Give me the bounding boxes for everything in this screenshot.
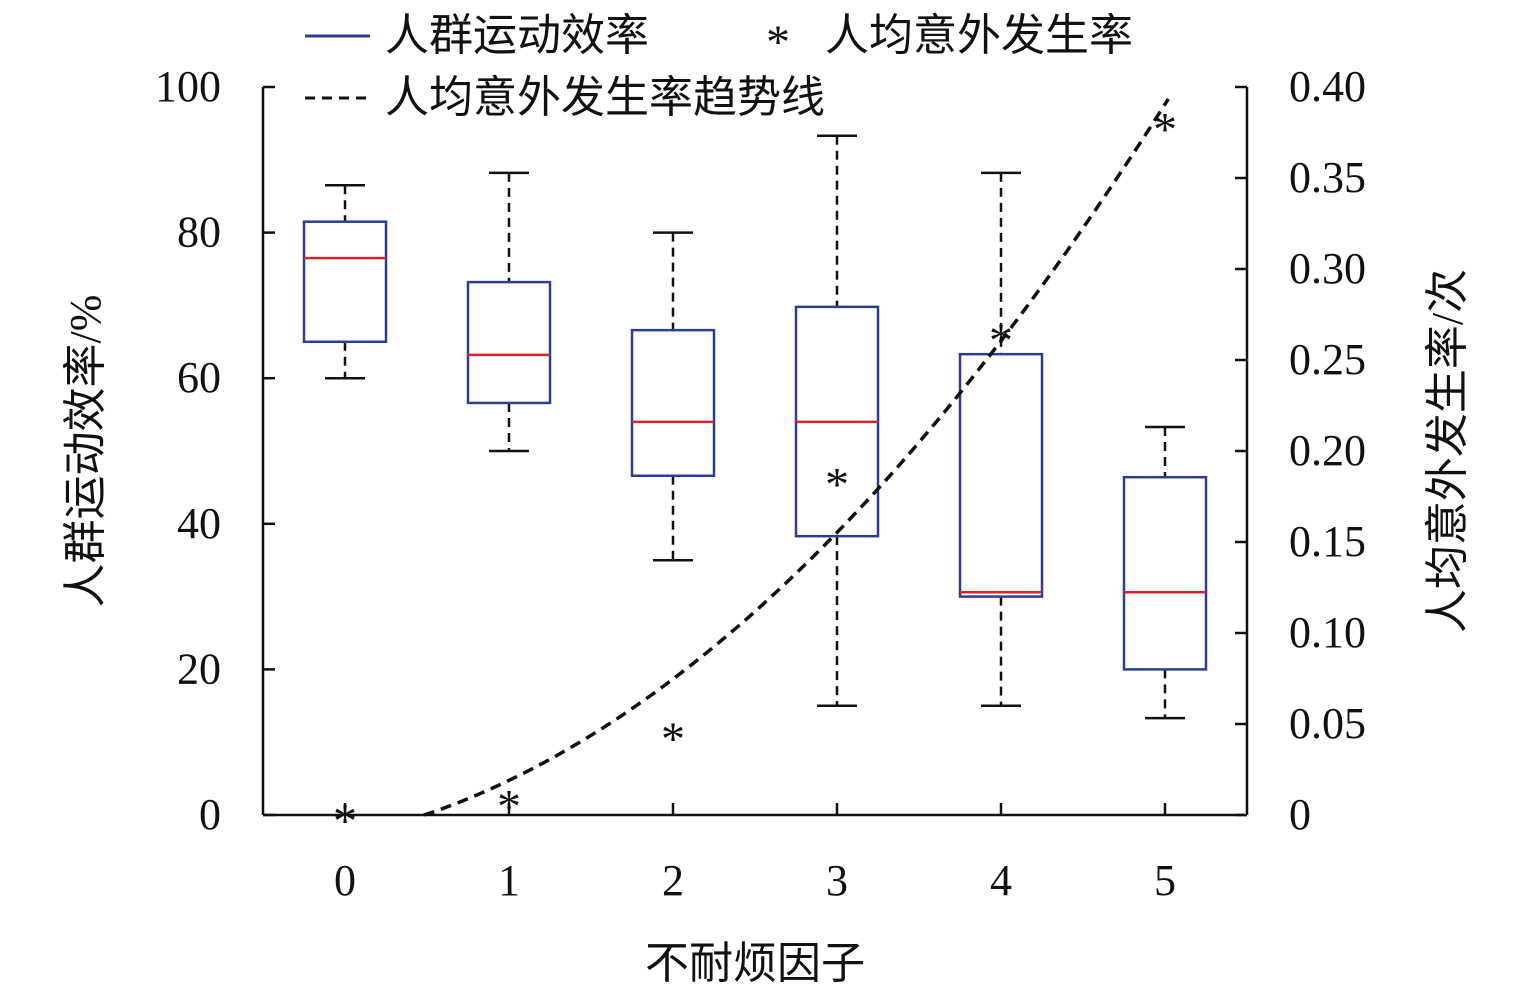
box xyxy=(958,352,1044,598)
y-right-tick-label: 0.25 xyxy=(1289,335,1366,384)
x-tick-label: 0 xyxy=(334,856,356,905)
accident-rate-point: * xyxy=(825,458,849,511)
box-group xyxy=(466,171,552,453)
y-right-tick-label: 0 xyxy=(1289,790,1311,839)
box-group xyxy=(302,184,388,380)
box xyxy=(1122,475,1208,671)
y-left-tick-label: 20 xyxy=(177,644,221,693)
y-right-tick-label: 0.15 xyxy=(1289,517,1366,566)
legend-label-trend: 人均意外发生率趋势线 xyxy=(385,73,825,122)
y-left-tick-label: 80 xyxy=(177,208,221,257)
accident-rate-point: * xyxy=(497,780,521,833)
legend-marker-accident: * xyxy=(766,16,790,69)
box xyxy=(466,280,552,405)
accident-rate-point: * xyxy=(661,713,685,766)
box-group xyxy=(1122,425,1208,720)
y-right-tick-label: 0.35 xyxy=(1289,153,1366,202)
y-left-tick-label: 0 xyxy=(199,790,221,839)
legend-label-efficiency: 人群运动效率 xyxy=(385,11,649,60)
x-tick-label: 1 xyxy=(498,856,520,905)
y-right-tick-label: 0.30 xyxy=(1289,244,1366,293)
y-left-tick-label: 60 xyxy=(177,353,221,402)
box-group xyxy=(958,171,1044,708)
x-tick-label: 2 xyxy=(662,856,684,905)
accident-rate-point: * xyxy=(1153,103,1177,156)
box xyxy=(302,220,388,344)
box-group xyxy=(630,231,716,562)
y-left-tick-label: 100 xyxy=(155,62,221,111)
y-left-tick-label: 40 xyxy=(177,499,221,548)
x-axis-label: 不耐烦因子 xyxy=(645,939,865,988)
y-axis-right-label: 人均意外发生率/次 xyxy=(1423,269,1472,633)
y-right-tick-label: 0.05 xyxy=(1289,699,1366,748)
legend: 人群运动效率 * 人均意外发生率 人均意外发生率趋势线 xyxy=(305,11,1133,122)
y-axis-left-label: 人群运动效率/% xyxy=(61,295,110,608)
trend-line xyxy=(423,97,1170,817)
accident-rate-point: * xyxy=(333,795,357,848)
y-right-tick-label: 0.10 xyxy=(1289,608,1366,657)
box-group xyxy=(794,134,880,708)
y-right-tick-label: 0.20 xyxy=(1289,426,1366,475)
box xyxy=(630,328,716,478)
y-right-tick-label: 0.40 xyxy=(1289,62,1366,111)
x-tick-label: 5 xyxy=(1154,856,1176,905)
x-tick-label: 4 xyxy=(990,856,1012,905)
x-tick-label: 3 xyxy=(826,856,848,905)
legend-label-accident: 人均意外发生率 xyxy=(825,11,1133,60)
